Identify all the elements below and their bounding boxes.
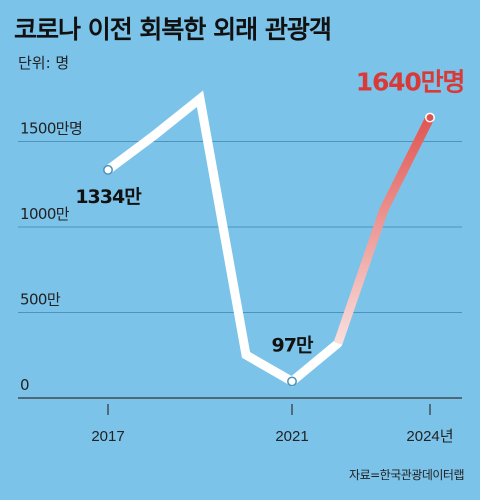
data-label: 1334만 bbox=[75, 186, 142, 208]
data-label: 97만 bbox=[272, 334, 314, 356]
y-tick-label: 1000만 bbox=[20, 205, 70, 223]
unit-label: 단위: 명 bbox=[18, 54, 70, 72]
x-tick-label: 2024년 bbox=[406, 428, 453, 445]
y-tick-label: 500만 bbox=[20, 291, 61, 309]
x-tick-label: 2021 bbox=[275, 428, 308, 445]
y-tick-label: 1500만명 bbox=[20, 120, 82, 138]
chart-title: 코로나 이전 회복한 외래 관광객 bbox=[14, 15, 332, 44]
series-line-recovery bbox=[333, 115, 435, 345]
x-tick-label: 2017 bbox=[91, 428, 124, 445]
series-line-visitors bbox=[103, 90, 343, 387]
y-tick-label: 0 bbox=[20, 376, 29, 394]
data-point-marker bbox=[425, 112, 435, 123]
highlight-data-label: 1640만명 bbox=[356, 68, 464, 97]
data-point-marker bbox=[287, 376, 297, 387]
data-point-marker bbox=[103, 164, 113, 175]
source-note: 자료=한국관광데이터랩 bbox=[349, 468, 464, 482]
